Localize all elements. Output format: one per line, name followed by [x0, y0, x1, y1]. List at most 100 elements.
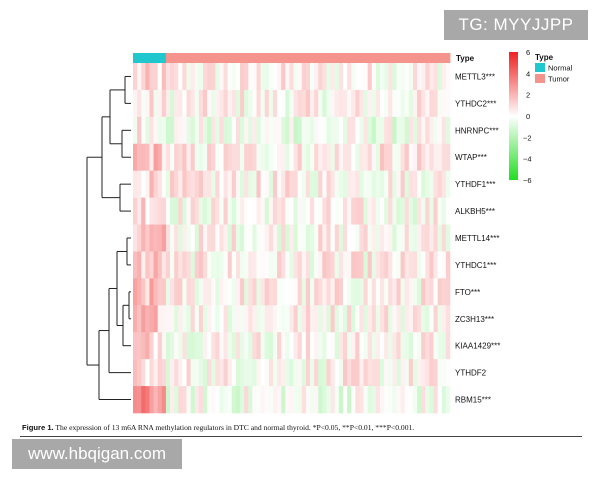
- heatmap-cell: [314, 278, 319, 306]
- heatmap-cell: [318, 278, 323, 306]
- heatmap-cell: [137, 332, 142, 360]
- heatmap-cell: [182, 116, 187, 145]
- heatmap-cell: [297, 89, 303, 118]
- heatmap-cell: [355, 197, 360, 225]
- heatmap-cell: [211, 197, 216, 225]
- heatmap-cell: [215, 278, 220, 306]
- heatmap-cell: [433, 224, 438, 252]
- heatmap-cell: [417, 386, 422, 414]
- heatmap-cell: [194, 359, 200, 387]
- heatmap-cell: [174, 197, 179, 225]
- heatmap-cell: [227, 332, 233, 360]
- heatmap-cell: [194, 197, 200, 225]
- heatmap-cell: [425, 89, 430, 118]
- heatmap-cell: [170, 89, 175, 118]
- heatmap-cell: [437, 89, 443, 118]
- heatmap-cell: [211, 251, 216, 279]
- heatmap-cell: [417, 89, 422, 118]
- heatmap-cell: [441, 332, 447, 360]
- heatmap-cell: [371, 143, 377, 171]
- heatmap-cell: [165, 63, 171, 91]
- heatmap-cell: [412, 89, 418, 118]
- heatmap-cell: [334, 224, 340, 252]
- heatmap-cell: [429, 386, 434, 414]
- heatmap-cell: [231, 278, 237, 306]
- heatmap-cell: [301, 197, 307, 225]
- heatmap-cell: [293, 386, 298, 414]
- heatmap-cell: [248, 63, 253, 91]
- heatmap-cell: [223, 63, 228, 91]
- heatmap-cell: [338, 359, 344, 387]
- heatmap-cell: [207, 143, 212, 171]
- annotation-segment-tumor: [165, 53, 451, 63]
- heatmap-cell: [314, 386, 319, 414]
- heatmap-cell: [297, 63, 303, 91]
- heatmap-cell: [244, 197, 249, 225]
- heatmap-cell: [305, 143, 311, 171]
- heatmap-cell: [417, 359, 422, 387]
- heatmap-cell: [441, 386, 447, 414]
- heatmap-cell: [338, 251, 344, 279]
- legend-swatch: [535, 74, 545, 83]
- heatmap-cell: [301, 359, 307, 387]
- heatmap-cell: [215, 89, 220, 118]
- heatmap-cell: [268, 332, 274, 360]
- heatmap-cell: [161, 170, 167, 198]
- heatmap-cell: [145, 116, 150, 145]
- heatmap-cell: [425, 278, 430, 306]
- heatmap-cell: [248, 251, 253, 279]
- heatmap-cell: [244, 89, 249, 118]
- heatmap-cell: [133, 224, 138, 252]
- heatmap-cell: [375, 89, 381, 118]
- heatmap-cell: [322, 332, 327, 360]
- heatmap-cell: [235, 386, 241, 414]
- heatmap-cell: [190, 251, 196, 279]
- heatmap-cell: [252, 170, 257, 198]
- heatmap-cell: [326, 143, 331, 171]
- heatmap-cell: [326, 170, 331, 198]
- heatmap-cell: [260, 197, 266, 225]
- heatmap-cell: [330, 170, 336, 198]
- heatmap-cell: [198, 251, 204, 279]
- heatmap-cell: [404, 359, 410, 387]
- heatmap-cell: [408, 170, 414, 198]
- heatmap-cell: [264, 386, 270, 414]
- heatmap-cell: [153, 386, 158, 414]
- heatmap-cell: [437, 170, 443, 198]
- heatmap-cell: [305, 386, 311, 414]
- heatmap-cell: [375, 251, 381, 279]
- heatmap-cell: [289, 224, 294, 252]
- heatmap-cell: [310, 143, 315, 171]
- heatmap-cell: [363, 63, 368, 91]
- heatmap-cell: [367, 305, 373, 333]
- colorbar-tick-label: 6: [526, 48, 530, 57]
- heatmap-cell: [437, 305, 443, 333]
- heatmap-cell: [412, 116, 418, 145]
- heatmap-cell: [355, 143, 360, 171]
- row-label: YTHDC2***: [455, 99, 496, 108]
- heatmap-cell: [347, 359, 352, 387]
- heatmap-cell: [400, 116, 406, 145]
- heatmap-cell: [190, 143, 196, 171]
- heatmap-cell: [392, 143, 397, 171]
- heatmap-cell: [252, 278, 257, 306]
- heatmap-cell: [219, 224, 224, 252]
- heatmap-cell: [342, 116, 348, 145]
- heatmap-cell: [145, 359, 150, 387]
- heatmap-cell: [202, 332, 208, 360]
- heatmap-cell: [281, 332, 286, 360]
- heatmap-cell: [244, 143, 249, 171]
- heatmap-cell: [404, 116, 410, 145]
- row-label: FTO***: [455, 288, 480, 297]
- heatmap-cell: [240, 386, 245, 414]
- heatmap-cell: [272, 278, 278, 306]
- heatmap-cell: [371, 63, 377, 91]
- heatmap-cell: [417, 197, 422, 225]
- heatmap-cell: [396, 170, 401, 198]
- heatmap-cell: [190, 359, 196, 387]
- heatmap-cell: [240, 143, 245, 171]
- heatmap-cell: [412, 332, 418, 360]
- heatmap-cell: [174, 251, 179, 279]
- heatmap-cell: [375, 359, 381, 387]
- heatmap-cell: [396, 332, 401, 360]
